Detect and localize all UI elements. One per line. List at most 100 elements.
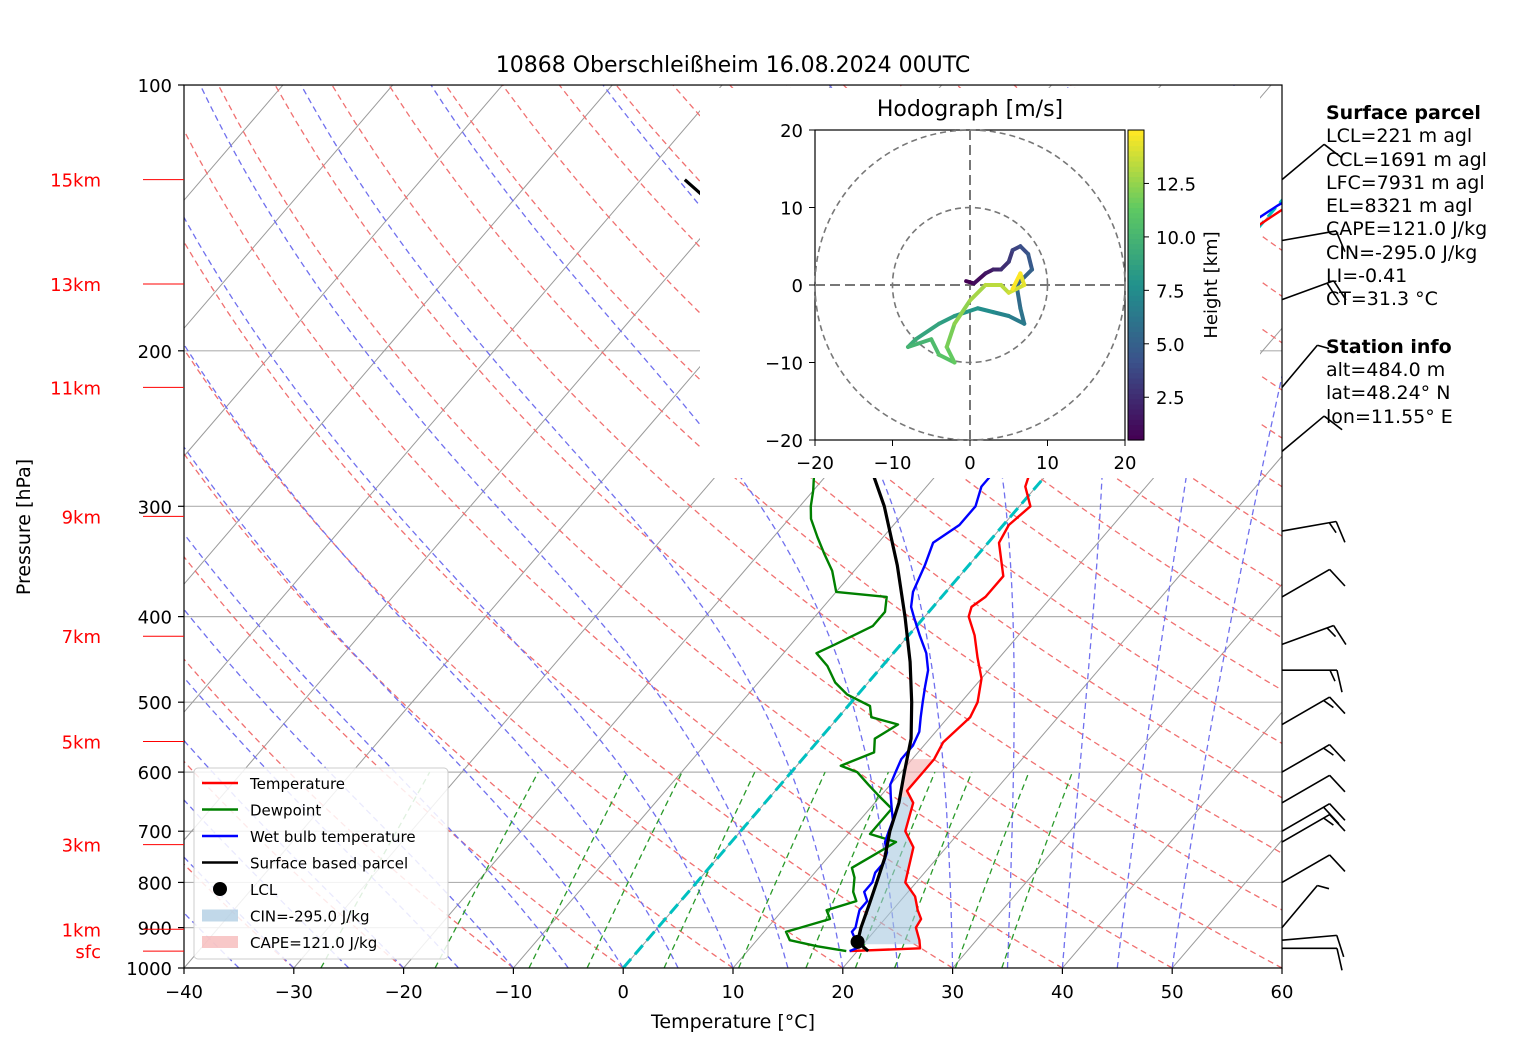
hodograph-x-tick-label: −20 — [796, 453, 834, 474]
wind-barb-flag — [1329, 568, 1346, 587]
wind-barb-flag — [1329, 803, 1346, 821]
colorbar-segment — [1128, 248, 1144, 255]
mixing-ratio-line — [663, 771, 756, 968]
x-tick-label: 30 — [941, 982, 964, 1003]
height-label: 11km — [50, 378, 101, 399]
legend-box — [193, 767, 449, 960]
height-label: 7km — [62, 627, 101, 648]
x-tick-label: 50 — [1161, 982, 1184, 1003]
wind-barb-staff — [1281, 520, 1337, 532]
wind-barb-flag — [1329, 696, 1346, 715]
station-line: lat=48.24° N — [1326, 382, 1451, 405]
wind-barb-flag — [1326, 627, 1337, 638]
moist-adiabat — [1171, 373, 1282, 968]
colorbar-segment — [1128, 372, 1144, 379]
wind-barb — [1281, 143, 1343, 181]
surface-line: LI=-0.41 — [1326, 265, 1408, 288]
colorbar-segment — [1128, 171, 1144, 178]
legend-cape-swatch — [202, 936, 238, 948]
dry-adiabat — [274, 85, 1282, 968]
hodograph-segment — [944, 321, 957, 349]
hodograph-segment — [944, 345, 957, 365]
dry-adiabat — [217, 85, 1173, 968]
colorbar-segment — [1128, 269, 1144, 276]
height-label: sfc — [75, 942, 101, 963]
legend-temperature-label: Temperature — [249, 775, 345, 793]
wind-barb-flag — [1329, 774, 1346, 793]
colorbar-segment — [1128, 207, 1144, 214]
wind-barb — [1281, 743, 1346, 773]
isotherm-line — [184, 85, 504, 457]
height-label: 15km — [50, 171, 101, 192]
wind-barb-staff — [1281, 415, 1325, 453]
x-tick-label: −40 — [165, 982, 203, 1003]
wind-barb-flag — [1326, 282, 1341, 303]
hodograph-y-tick-label: −20 — [765, 431, 803, 452]
colorbar-segment — [1128, 176, 1144, 183]
hodograph-segment — [937, 314, 957, 326]
wind-barb-flag — [1329, 744, 1346, 762]
side-panel: Surface parcel LCL=221 m agl CCL=1691 m … — [1326, 102, 1487, 429]
wind-barb — [1281, 696, 1346, 726]
cin-area — [858, 796, 922, 945]
colorbar-segment — [1128, 274, 1144, 281]
colorbar-segment — [1128, 202, 1144, 209]
hodograph-x-tick-label: 0 — [964, 453, 975, 474]
y-tick-label: 600 — [138, 763, 172, 784]
hodograph-segment — [971, 271, 988, 286]
wind-barb — [1281, 934, 1345, 958]
wind-barb-flag — [1336, 670, 1343, 693]
wind-barb-staff — [1281, 624, 1334, 646]
colorbar-segment — [1128, 331, 1144, 338]
colorbar-segment — [1128, 305, 1144, 312]
colorbar-tick-label: 2.5 — [1156, 388, 1185, 409]
wind-barb — [1281, 803, 1346, 832]
colorbar-segment — [1128, 217, 1144, 224]
dry-adiabat — [184, 129, 1063, 968]
colorbar-segment — [1128, 238, 1144, 245]
wind-barb — [1281, 813, 1346, 843]
mixing-ratio-line — [1001, 771, 1074, 968]
colorbar-frame — [1127, 129, 1145, 441]
moist-adiabat — [184, 216, 734, 968]
colorbar-segment — [1128, 347, 1144, 353]
hodograph-segment — [929, 337, 941, 357]
legend: Temperature Dewpoint Wet bulb temperature S… — [193, 767, 449, 960]
hodograph-x-tick-label: −10 — [874, 453, 912, 474]
colorbar-segment — [1128, 341, 1144, 348]
wind-barb-staff — [1281, 230, 1337, 242]
mixing-ratio-line — [586, 771, 683, 968]
y-axis-label: Pressure [hPa] — [13, 459, 35, 595]
x-tick-label: 0 — [617, 982, 628, 1003]
colorbar-segment — [1128, 357, 1144, 364]
dry-adiabat — [184, 555, 624, 968]
wind-barb-staff — [1281, 696, 1331, 726]
isotherm-line — [1061, 711, 1282, 968]
hodograph-title: Hodograph [m/s] — [877, 97, 1063, 122]
mixing-ratio-line — [954, 771, 1030, 968]
colorbar-segment — [1128, 398, 1144, 405]
wind-barb-flag — [1323, 415, 1343, 431]
mixing-ratio-line — [528, 771, 628, 968]
colorbar-segment — [1128, 352, 1144, 358]
hodograph-segment — [1006, 248, 1015, 264]
wind-barb-flag — [1336, 948, 1343, 971]
wind-barb — [1281, 884, 1330, 929]
y-tick-label: 500 — [138, 693, 172, 714]
wind-barb — [1281, 230, 1346, 253]
hodograph-segment — [1026, 252, 1034, 272]
hodograph-y-tick-label: 20 — [780, 121, 803, 142]
dry-adiabat — [184, 452, 734, 968]
colorbar-segment — [1128, 393, 1144, 400]
wind-barb — [1281, 280, 1347, 303]
wind-barb-staff — [1281, 774, 1331, 804]
hodograph-segment — [975, 306, 996, 315]
wind-barb-flag — [1333, 625, 1347, 645]
wind-barb-flag — [1335, 521, 1346, 543]
moist-adiabat — [199, 85, 789, 968]
legend-lcl-swatch — [213, 882, 227, 896]
colorbar-segment — [1128, 378, 1144, 384]
colorbar-segment — [1128, 316, 1144, 322]
wind-barb-flag — [1333, 280, 1347, 301]
